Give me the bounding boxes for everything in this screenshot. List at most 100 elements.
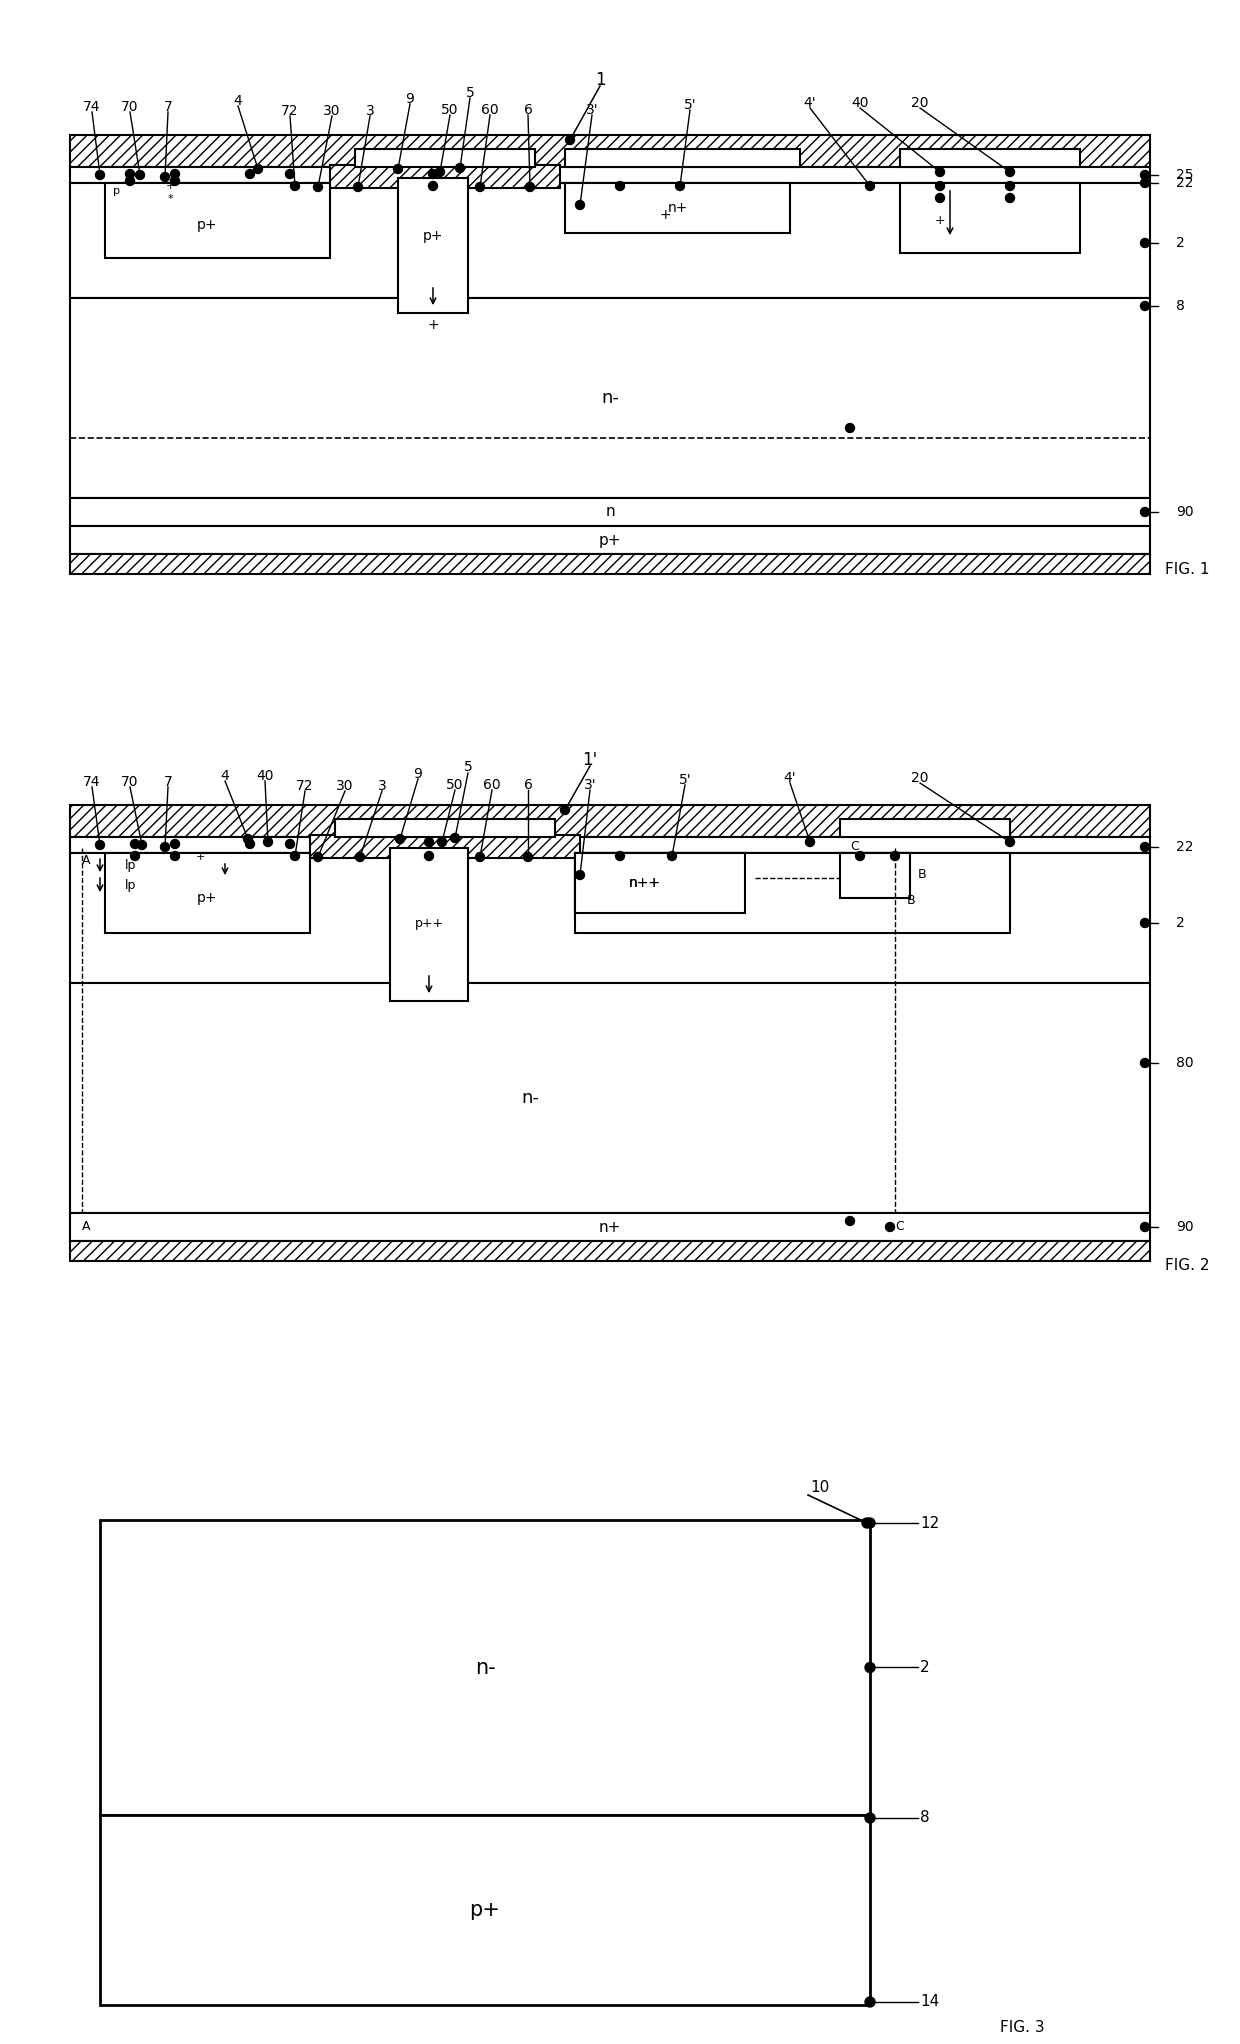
Circle shape [246,170,254,178]
Circle shape [125,176,134,186]
Circle shape [866,1813,875,1823]
Circle shape [1141,170,1149,180]
Text: 20: 20 [911,96,929,110]
Circle shape [171,176,180,186]
Bar [839,852,910,897]
Circle shape [435,168,444,176]
Circle shape [125,170,134,178]
Text: 7: 7 [164,100,172,114]
Circle shape [424,852,434,861]
Circle shape [130,852,139,861]
Circle shape [396,834,404,844]
Circle shape [171,170,180,178]
Text: 60: 60 [481,102,498,117]
Text: 3: 3 [378,779,387,793]
Text: B: B [906,895,915,908]
Bar [69,1241,1149,1261]
Bar [575,852,745,914]
Circle shape [862,1519,872,1529]
Circle shape [475,182,485,192]
Circle shape [130,840,139,848]
Text: +: + [660,208,671,223]
Text: 4': 4' [784,771,796,785]
Circle shape [424,838,434,846]
Text: p+: p+ [197,891,218,905]
Circle shape [1006,838,1014,846]
Text: 50: 50 [441,102,459,117]
Circle shape [95,170,104,180]
Circle shape [866,1662,875,1672]
Bar [335,820,556,836]
Circle shape [890,852,899,861]
Text: p+: p+ [197,219,218,233]
Circle shape [450,834,460,842]
Text: 70: 70 [122,775,139,789]
Text: 6: 6 [523,102,532,117]
Circle shape [285,840,295,848]
Text: 9: 9 [405,92,414,106]
Text: *: * [167,194,172,204]
Circle shape [935,194,945,202]
Circle shape [1141,1059,1149,1067]
Text: 3': 3' [584,779,596,791]
Text: 12: 12 [920,1515,939,1531]
Text: 60: 60 [484,779,501,791]
Circle shape [560,805,569,814]
Text: 50: 50 [446,779,464,791]
Circle shape [667,852,677,861]
Text: 72: 72 [296,779,314,793]
Bar [310,836,580,858]
Circle shape [1006,194,1014,202]
Bar [69,298,1149,499]
Circle shape [314,852,322,861]
Circle shape [935,168,945,176]
Bar [100,1815,870,2005]
Circle shape [575,200,584,208]
Text: 40: 40 [851,96,869,110]
Bar [69,499,1149,525]
Text: +: + [428,319,439,331]
Text: 7: 7 [164,775,172,789]
Text: 1': 1' [583,750,598,769]
Circle shape [285,170,295,178]
Circle shape [935,182,945,190]
Text: 20: 20 [911,771,929,785]
Text: 5: 5 [466,86,475,100]
Text: 2: 2 [1176,235,1184,249]
Text: lp: lp [125,858,136,871]
Text: 1: 1 [595,72,605,90]
Text: 30: 30 [324,104,341,119]
Circle shape [314,182,322,192]
Bar [900,184,1080,253]
Text: 3': 3' [585,102,599,117]
Circle shape [393,164,403,174]
Circle shape [438,838,446,846]
Text: B: B [918,869,926,881]
Bar [69,525,1149,554]
Circle shape [615,852,625,861]
Text: 2: 2 [1176,916,1184,930]
Circle shape [455,164,465,172]
Bar [330,166,560,188]
Circle shape [1006,168,1014,176]
Circle shape [429,170,438,178]
Text: 90: 90 [1176,1220,1194,1235]
Circle shape [676,182,684,190]
Text: C: C [895,1220,904,1233]
Text: p+: p+ [470,1901,501,1919]
Circle shape [160,172,170,182]
Bar [69,184,1149,298]
Circle shape [866,182,874,190]
Text: FIG. 2: FIG. 2 [1166,1259,1209,1273]
Text: 10: 10 [811,1480,830,1496]
Bar [575,852,745,914]
Circle shape [253,164,263,174]
Circle shape [138,840,146,850]
Text: 70: 70 [122,100,139,114]
Text: 14: 14 [920,1995,939,2009]
Circle shape [856,852,864,861]
Circle shape [565,135,574,145]
Text: 74: 74 [83,100,100,114]
Circle shape [171,840,180,848]
Text: 3: 3 [366,104,374,119]
